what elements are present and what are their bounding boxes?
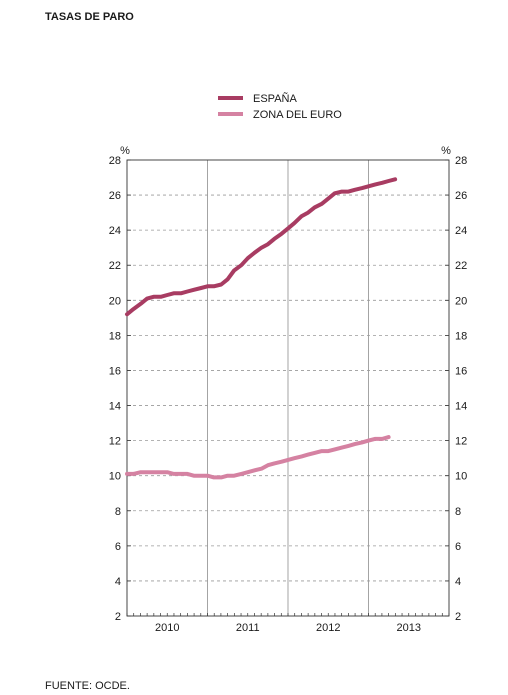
grid	[127, 160, 449, 616]
y-tick-label-left: 8	[115, 506, 121, 518]
y-tick-label-left: 14	[109, 401, 121, 413]
y-tick-label-right: 4	[455, 576, 461, 588]
y-unit-label-left: %	[120, 145, 130, 157]
legend-label: ESPAÑA	[253, 92, 297, 105]
series-line-zona-euro	[125, 435, 391, 480]
series-lines	[125, 177, 398, 480]
y-tick-label-right: 6	[455, 541, 461, 553]
y-tick-label-right: 2	[455, 611, 461, 623]
y-tick-label-right: 22	[455, 260, 467, 272]
y-tick-label-right: 18	[455, 330, 467, 342]
y-tick-label-right: 8	[455, 506, 461, 518]
x-tick-label: 2011	[236, 622, 260, 634]
y-tick-label-left: 6	[115, 541, 121, 553]
chart-title: TASAS DE PARO	[45, 11, 134, 23]
y-tick-label-left: 18	[109, 330, 121, 342]
y-tick-label-left: 24	[109, 225, 121, 237]
series-line-espana	[125, 177, 398, 317]
y-tick-label-left: 2	[115, 611, 121, 623]
y-tick-label-left: 26	[109, 190, 121, 202]
x-tick-label: 2010	[155, 622, 179, 634]
y-tick-label-right: 14	[455, 401, 467, 413]
y-unit-label-right: %	[441, 145, 451, 157]
y-tick-label-left: 12	[109, 436, 121, 448]
y-tick-label-left: 28	[109, 155, 121, 167]
y-tick-label-right: 28	[455, 155, 467, 167]
y-tick-label-right: 20	[455, 295, 467, 307]
y-tick-label-left: 16	[109, 365, 121, 377]
y-tick-label-left: 10	[109, 471, 121, 483]
x-tick-label: 2012	[316, 622, 340, 634]
source-note: FUENTE: OCDE.	[45, 680, 130, 692]
y-tick-label-right: 26	[455, 190, 467, 202]
y-tick-label-left: 4	[115, 576, 121, 588]
y-tick-label-right: 12	[455, 436, 467, 448]
x-tick-label: 2013	[397, 622, 421, 634]
y-tick-label-right: 10	[455, 471, 467, 483]
y-tick-label-right: 16	[455, 365, 467, 377]
legend-label: ZONA DEL EURO	[253, 109, 342, 121]
y-tick-label-left: 20	[109, 295, 121, 307]
y-tick-label-left: 22	[109, 260, 121, 272]
plot-frame	[126, 159, 450, 617]
y-tick-label-right: 24	[455, 225, 467, 237]
legend: ESPAÑA ZONA DEL EURO	[218, 92, 342, 121]
